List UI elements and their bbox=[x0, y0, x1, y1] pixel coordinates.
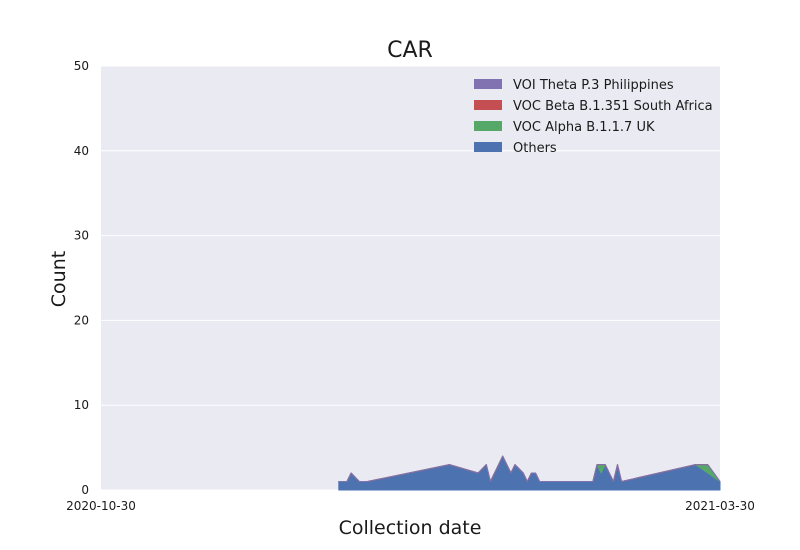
legend-label: Others bbox=[513, 141, 557, 156]
legend-label: VOC Alpha B.1.1.7 UK bbox=[513, 120, 655, 135]
y-tick-labels: 0 10 20 30 40 50 bbox=[74, 59, 89, 497]
x-tick-labels: 2020-10-30 2021-03-30 bbox=[66, 499, 755, 513]
x-tick-label: 2020-10-30 bbox=[66, 499, 136, 513]
legend-swatch bbox=[474, 142, 502, 152]
y-tick-label: 20 bbox=[74, 313, 89, 327]
y-tick-label: 50 bbox=[74, 59, 89, 73]
legend-swatch bbox=[474, 79, 502, 89]
legend-swatch bbox=[474, 100, 502, 110]
x-tick-label: 2021-03-30 bbox=[685, 499, 755, 513]
gridlines bbox=[101, 65, 720, 491]
y-tick-label: 30 bbox=[74, 229, 89, 243]
plot-background bbox=[101, 66, 720, 490]
area-series-group bbox=[338, 455, 721, 491]
x-axis-title: Collection date bbox=[339, 517, 482, 539]
legend-label: VOI Theta P.3 Philippines bbox=[513, 78, 674, 93]
chart-title: CAR bbox=[387, 38, 433, 63]
y-tick-label: 40 bbox=[74, 144, 89, 158]
legend: VOI Theta P.3 Philippines VOC Beta B.1.35… bbox=[474, 78, 713, 156]
area-voi-theta-p-3-philippines bbox=[338, 455, 721, 482]
y-tick-label: 10 bbox=[74, 398, 89, 412]
legend-label: VOC Beta B.1.351 South Africa bbox=[513, 99, 713, 114]
legend-swatch bbox=[474, 121, 502, 131]
y-tick-label: 0 bbox=[81, 483, 89, 497]
y-axis-title: Count bbox=[48, 251, 70, 307]
